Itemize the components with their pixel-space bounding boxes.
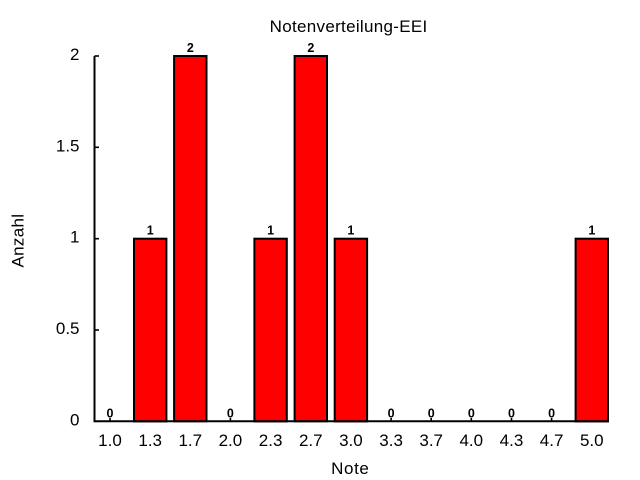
svg-text:4.0: 4.0	[459, 431, 483, 450]
svg-text:1: 1	[70, 228, 79, 247]
svg-text:1: 1	[267, 224, 274, 238]
svg-text:2: 2	[187, 41, 194, 55]
svg-text:0: 0	[428, 406, 435, 420]
svg-text:4.7: 4.7	[540, 431, 564, 450]
svg-text:2.3: 2.3	[259, 431, 283, 450]
svg-text:0: 0	[70, 410, 79, 429]
svg-text:5.0: 5.0	[580, 431, 604, 450]
svg-text:3.0: 3.0	[339, 431, 363, 450]
svg-text:2: 2	[70, 45, 79, 64]
svg-text:1.0: 1.0	[98, 431, 122, 450]
svg-text:0: 0	[227, 406, 234, 420]
svg-text:0: 0	[468, 406, 475, 420]
svg-text:2.0: 2.0	[219, 431, 243, 450]
svg-text:1: 1	[347, 224, 354, 238]
svg-text:Notenverteilung-EEI: Notenverteilung-EEI	[270, 17, 428, 36]
svg-text:3.7: 3.7	[419, 431, 443, 450]
svg-text:1: 1	[588, 224, 595, 238]
svg-text:1.7: 1.7	[178, 431, 202, 450]
svg-text:Anzahl: Anzahl	[9, 214, 28, 268]
svg-text:1.3: 1.3	[138, 431, 162, 450]
svg-text:0: 0	[107, 406, 114, 420]
svg-text:1: 1	[147, 224, 154, 238]
svg-text:1.5: 1.5	[56, 136, 80, 155]
svg-text:Note: Note	[331, 459, 369, 478]
svg-text:0: 0	[388, 406, 395, 420]
svg-text:2: 2	[307, 41, 314, 55]
svg-text:2.7: 2.7	[299, 431, 323, 450]
svg-text:0.5: 0.5	[56, 319, 80, 338]
svg-text:4.3: 4.3	[500, 431, 524, 450]
svg-text:3.3: 3.3	[379, 431, 403, 450]
svg-text:0: 0	[548, 406, 555, 420]
svg-text:0: 0	[508, 406, 515, 420]
